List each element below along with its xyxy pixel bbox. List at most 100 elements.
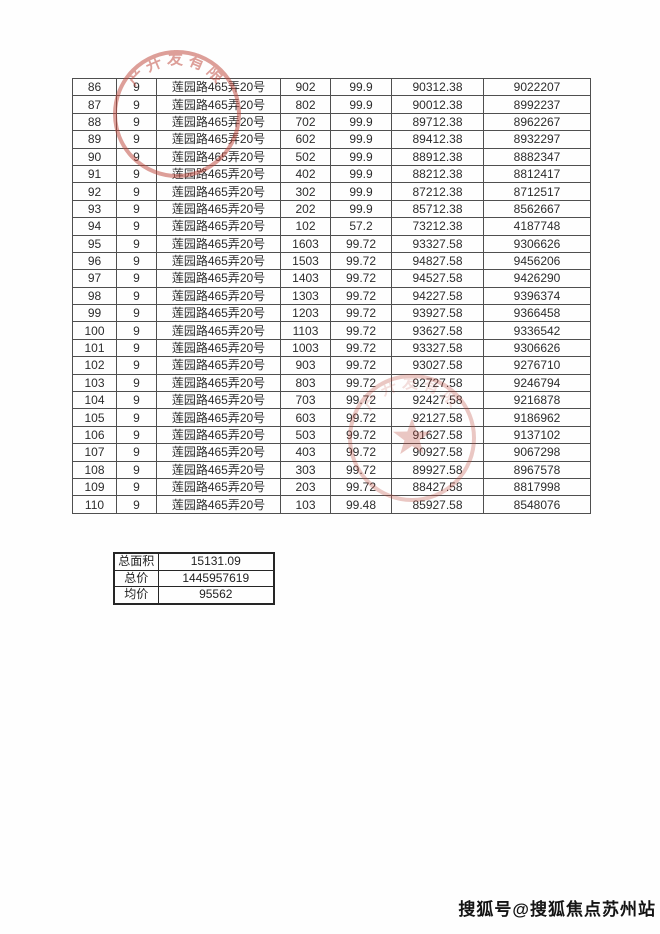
table-cell: 102: [280, 217, 331, 236]
table-cell: 1445957619: [157, 569, 275, 587]
table-cell: 88: [72, 112, 117, 132]
table-cell: 莲园路465弄20号: [156, 356, 281, 375]
table-cell: 99.72: [330, 443, 392, 462]
table-cell: 101: [72, 338, 117, 358]
table-cell: 602: [280, 130, 331, 149]
table-cell: 莲园路465弄20号: [156, 460, 281, 479]
table-cell: 9: [116, 95, 157, 114]
table-cell: 104: [72, 391, 117, 410]
table-cell: 92427.58: [391, 391, 484, 410]
table-row: 102 9 莲园路465弄20号 903 99.72 93027.58 9276710: [72, 356, 591, 375]
table-cell: 莲园路465弄20号: [156, 217, 281, 236]
table-cell: 9: [116, 477, 157, 497]
table-cell: 85712.38: [391, 199, 484, 219]
table-cell: 94: [72, 217, 117, 236]
table-cell: 99.72: [330, 460, 392, 479]
table-cell: 99: [72, 304, 117, 323]
table-cell: 93: [72, 199, 117, 219]
table-cell: 99.72: [330, 477, 392, 497]
table-row: 87 9 莲园路465弄20号 802 99.9 90012.38 8992237: [72, 95, 591, 114]
table-cell: 9: [116, 460, 157, 479]
table-cell: 89412.38: [391, 130, 484, 149]
table-cell: 9: [116, 391, 157, 410]
table-cell: 9186962: [483, 408, 591, 427]
table-cell: 107: [72, 443, 117, 462]
table-cell: 9246794: [483, 373, 591, 393]
table-cell: 87212.38: [391, 182, 484, 201]
table-row: 103 9 莲园路465弄20号 803 99.72 92727.58 9246794: [72, 373, 591, 393]
table-cell: 99.72: [330, 234, 392, 253]
table-cell: 总面积: [113, 552, 159, 571]
table-cell: 1003: [280, 338, 331, 358]
table-cell: 109: [72, 477, 117, 497]
table-cell: 8712517: [483, 182, 591, 201]
table-cell: 总价: [113, 569, 159, 587]
table-cell: 93327.58: [391, 338, 484, 358]
table-cell: 85927.58: [391, 495, 484, 514]
table-cell: 8962267: [483, 112, 591, 132]
table-cell: 99.9: [330, 95, 392, 114]
table-cell: 9: [116, 373, 157, 393]
table-cell: 9: [116, 443, 157, 462]
table-cell: 99.9: [330, 182, 392, 201]
table-cell: 9: [116, 234, 157, 253]
table-cell: 99.72: [330, 251, 392, 271]
table-cell: 9: [116, 338, 157, 358]
table-cell: 9: [116, 217, 157, 236]
table-cell: 99.72: [330, 304, 392, 323]
table-cell: 203: [280, 477, 331, 497]
table-cell: 90: [72, 147, 117, 166]
table-cell: 96: [72, 251, 117, 271]
table-cell: 99.72: [330, 391, 392, 410]
table-cell: 均价: [113, 586, 159, 604]
table-row: 98 9 莲园路465弄20号 1303 99.72 94227.58 9396374: [72, 286, 591, 306]
table-cell: 莲园路465弄20号: [156, 408, 281, 427]
table-row: 92 9 莲园路465弄20号 302 99.9 87212.38 8712517: [72, 182, 591, 201]
table-row: 107 9 莲园路465弄20号 403 99.72 90927.58 9067298: [72, 443, 591, 462]
table-cell: 503: [280, 425, 331, 445]
table-row: 101 9 莲园路465弄20号 1003 99.72 93327.58 9306626: [72, 338, 591, 358]
table-cell: 99.72: [330, 356, 392, 375]
table-cell: 莲园路465弄20号: [156, 373, 281, 393]
table-cell: 702: [280, 112, 331, 132]
table-cell: 9216878: [483, 391, 591, 410]
watermark-sohu: 搜狐号@搜狐焦点苏州站: [458, 900, 656, 919]
table-cell: 88427.58: [391, 477, 484, 497]
table-cell: 98: [72, 286, 117, 306]
table-cell: 9: [116, 251, 157, 271]
table-cell: 99.72: [330, 269, 392, 288]
table-cell: 1303: [280, 286, 331, 306]
table-cell: 9306626: [483, 338, 591, 358]
table-cell: 9: [116, 182, 157, 201]
table-cell: 9: [116, 199, 157, 219]
table-cell: 94827.58: [391, 251, 484, 271]
table-cell: 莲园路465弄20号: [156, 304, 281, 323]
table-cell: 8548076: [483, 495, 591, 514]
table-cell: 莲园路465弄20号: [156, 251, 281, 271]
table-cell: 110: [72, 495, 117, 514]
table-cell: 92127.58: [391, 408, 484, 427]
table-cell: 703: [280, 391, 331, 410]
table-cell: 100: [72, 321, 117, 340]
table-cell: 402: [280, 164, 331, 184]
table-cell: 93027.58: [391, 356, 484, 375]
table-cell: 9137102: [483, 425, 591, 445]
table-cell: 89: [72, 130, 117, 149]
table-cell: 87: [72, 95, 117, 114]
table-cell: 90012.38: [391, 95, 484, 114]
table-cell: 90927.58: [391, 443, 484, 462]
table-cell: 9: [116, 495, 157, 514]
table-cell: 93627.58: [391, 321, 484, 340]
table-cell: 9: [116, 425, 157, 445]
table-cell: 99.9: [330, 147, 392, 166]
table-row: 100 9 莲园路465弄20号 1103 99.72 93627.58 9336542: [72, 321, 591, 340]
table-cell: 9: [116, 269, 157, 288]
table-cell: 99.72: [330, 321, 392, 340]
table-cell: 9396374: [483, 286, 591, 306]
table-cell: 8562667: [483, 199, 591, 219]
table-cell: 莲园路465弄20号: [156, 321, 281, 340]
table-cell: 95: [72, 234, 117, 253]
table-cell: 102: [72, 356, 117, 375]
table-cell: 9: [116, 356, 157, 375]
table-cell: 9: [116, 286, 157, 306]
